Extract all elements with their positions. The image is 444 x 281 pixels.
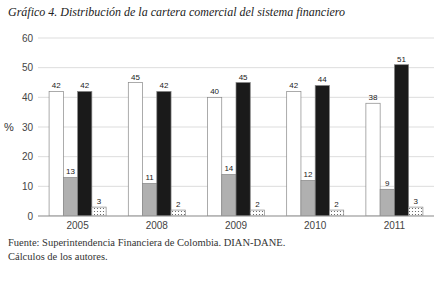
bar (143, 183, 157, 216)
data-label: 13 (66, 167, 75, 176)
title: Gráfico 4. Distribución de la cartera co… (8, 5, 345, 19)
bar (78, 91, 92, 216)
y-tick-label: 60 (22, 33, 34, 44)
bar (287, 91, 301, 216)
bar (128, 83, 142, 217)
y-tick-label: 50 (22, 62, 34, 73)
bar (92, 207, 106, 216)
data-label: 3 (414, 197, 419, 206)
bar (250, 210, 264, 216)
bar (157, 91, 171, 216)
x-tick-label: 2005 (66, 220, 89, 231)
bar (394, 65, 408, 216)
bar (366, 103, 380, 216)
bar (236, 83, 250, 217)
data-label: 45 (131, 73, 140, 82)
data-label: 38 (369, 93, 378, 102)
data-label: 12 (304, 170, 313, 179)
bar (329, 210, 343, 216)
bars (49, 65, 423, 216)
data-label: 42 (289, 81, 298, 90)
data-label: 44 (318, 75, 327, 84)
bar (207, 97, 221, 216)
data-label: 9 (385, 179, 390, 188)
bar (63, 177, 77, 216)
y-axis-label: % (4, 121, 14, 133)
chart-svg: Gráfico 4. Distribución de la cartera co… (0, 0, 444, 281)
annotation: Fuente: Superintendencia Financiera de C… (8, 237, 285, 248)
data-label: 2 (255, 200, 260, 209)
chart-container: Gráfico 4. Distribución de la cartera co… (0, 0, 444, 281)
grid-line (38, 216, 434, 217)
x-tick-label: 2008 (146, 220, 169, 231)
bar (171, 210, 185, 216)
x-tick-label: 2011 (384, 220, 406, 231)
data-label: 51 (397, 55, 406, 64)
grid-line (38, 67, 434, 68)
y-tick-label: 10 (22, 181, 34, 192)
bar (301, 180, 315, 216)
data-label: 14 (224, 164, 233, 173)
data-label: 42 (52, 81, 61, 90)
data-label: 42 (159, 81, 168, 90)
annotation: Cálculos de los autores. (8, 251, 108, 262)
data-label: 2 (334, 200, 339, 209)
bar (380, 189, 394, 216)
data-labels: 42 45 40 42 38 13 11 14 12 9 42 42 45 44 51 3 2 2 2 3 (52, 55, 419, 209)
data-label: 2 (176, 200, 181, 209)
data-label: 40 (210, 87, 219, 96)
y-tick-label: 20 (22, 151, 34, 162)
bar (409, 207, 423, 216)
grid-line (38, 38, 434, 39)
data-label: 42 (80, 81, 89, 90)
bar (49, 91, 63, 216)
x-tick-label: 2010 (304, 220, 327, 231)
x-tick-label: 2009 (225, 220, 248, 231)
data-label: 45 (239, 73, 248, 82)
grid (38, 38, 434, 216)
data-label: 11 (146, 173, 155, 182)
bar (315, 85, 329, 216)
y-tick-label: 40 (22, 92, 34, 103)
x-axis (38, 216, 434, 217)
y-tick-label: 0 (27, 211, 33, 222)
data-label: 3 (97, 197, 102, 206)
bar (222, 174, 236, 216)
y-tick-label: 30 (22, 122, 34, 133)
